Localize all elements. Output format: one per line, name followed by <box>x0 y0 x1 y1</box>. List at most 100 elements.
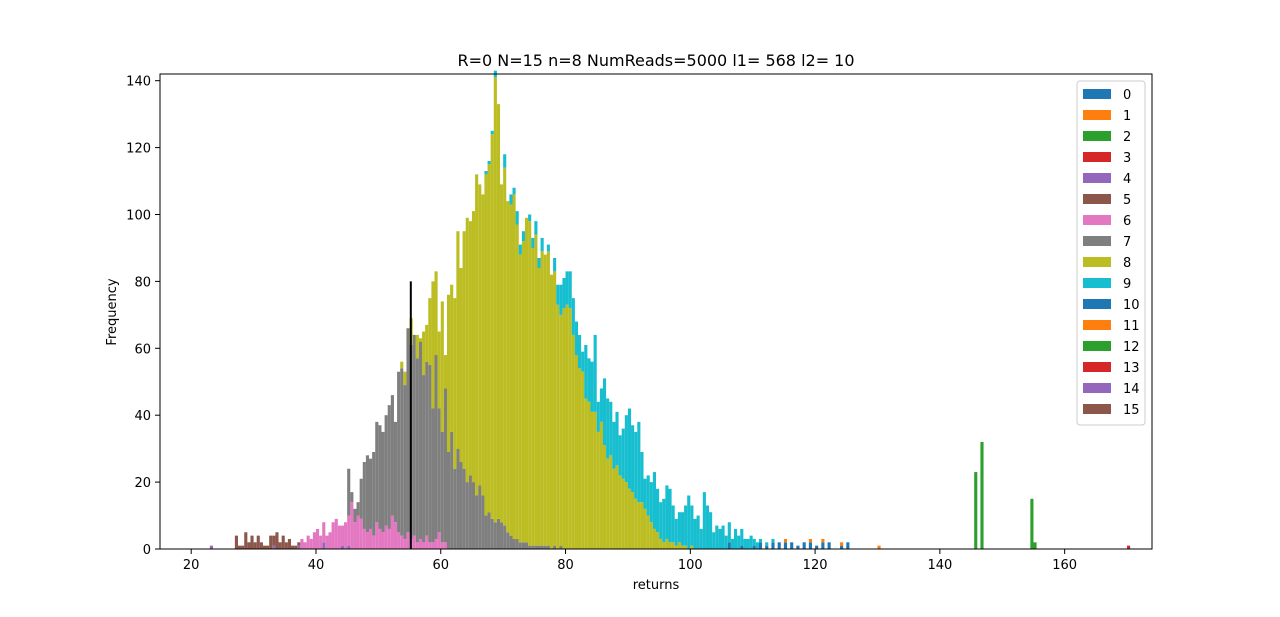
bar-series-1-bin-0 <box>783 538 788 543</box>
bar-series-7-bin-5 <box>362 462 366 529</box>
legend-label-15: 15 <box>1123 403 1140 418</box>
bar-series-9-bin-84 <box>771 538 775 543</box>
bar-series-7-bin-17 <box>400 368 404 536</box>
bar-series-7-bin-35 <box>456 448 460 549</box>
bar-series-6-bin-17 <box>353 522 357 549</box>
bar-series-0-bin-10 <box>802 542 806 549</box>
bar-series-4-bin-4 <box>340 545 345 549</box>
y-tick-label-60: 60 <box>134 342 151 357</box>
legend-label-0: 0 <box>1123 88 1131 103</box>
bar-series-9-bin-76 <box>740 528 744 546</box>
bar-series-9-bin-52 <box>665 485 669 539</box>
bar-series-7-bin-31 <box>443 388 447 543</box>
bar-series-8-bin-78 <box>649 522 653 549</box>
bar-series-1-bin-1 <box>808 538 812 543</box>
bar-series-9-bin-53 <box>668 488 672 543</box>
bar-series-8-bin-21 <box>471 211 476 483</box>
bar-series-7-bin-8 <box>372 451 376 536</box>
bar-series-8-bin-36 <box>518 254 522 543</box>
bar-series-9-bin-4 <box>503 154 507 168</box>
bar-series-9-bin-43 <box>637 421 641 503</box>
bar-series-8-bin-87 <box>677 542 681 549</box>
bar-series-5-bin-5 <box>250 535 254 549</box>
bar-series-8-bin-42 <box>537 268 541 546</box>
bar-series-8-bin-82 <box>662 542 666 549</box>
bar-series-7-bin-59 <box>531 545 535 549</box>
bar-series-5-bin-14 <box>278 542 282 549</box>
bar-series-5-bin-4 <box>247 542 251 549</box>
bar-series-9-bin-24 <box>578 334 582 369</box>
x-axis-label: returns <box>633 578 680 593</box>
bar-series-0-bin-16 <box>846 542 850 549</box>
bar-series-8-bin-20 <box>468 221 472 476</box>
bar-series-6-bin-1 <box>303 542 307 549</box>
bar-series-8-bin-30 <box>500 184 504 523</box>
bar-series-9-bin-60 <box>690 505 694 546</box>
bar-series-2-bin-2 <box>1030 498 1034 549</box>
bar-series-7-bin-33 <box>450 431 454 549</box>
bar-series-0-bin-11 <box>808 542 812 549</box>
bar-series-5-bin-8 <box>259 542 263 549</box>
bar-series-8-bin-76 <box>643 508 647 549</box>
bar-series-1-bin-4 <box>877 545 881 549</box>
bar-series-8-bin-49 <box>559 314 563 546</box>
bar-series-9-bin-41 <box>631 425 635 493</box>
bar-series-7-bin-4 <box>359 478 363 519</box>
bar-series-6-bin-41 <box>428 542 432 549</box>
bar-series-5-bin-1 <box>237 545 242 549</box>
bar-series-8-bin-58 <box>587 401 591 549</box>
bar-series-8-bin-65 <box>609 455 613 549</box>
bar-series-7-bin-62 <box>540 545 544 549</box>
bar-series-8-bin-6 <box>425 324 429 362</box>
bar-series-7-bin-9 <box>375 421 379 523</box>
bar-series-6-bin-25 <box>378 528 382 549</box>
bar-series-7-bin-30 <box>440 431 444 543</box>
bar-series-8-bin-81 <box>659 538 663 549</box>
legend-label-5: 5 <box>1123 193 1131 208</box>
bar-series-9-bin-39 <box>624 415 628 483</box>
bar-series-8-bin-46 <box>549 274 554 549</box>
bar-series-8-bin-8 <box>431 281 435 409</box>
bar-series-8-bin-27 <box>490 134 494 519</box>
bar-series-5-bin-0 <box>234 535 238 549</box>
bar-series-9-bin-44 <box>640 451 644 503</box>
bar-series-7-bin-14 <box>390 395 394 516</box>
bar-series-8-bin-53 <box>571 334 575 549</box>
legend-box <box>1076 80 1146 426</box>
bar-series-9-bin-74 <box>733 528 738 549</box>
bar-series-8-bin-80 <box>656 532 660 549</box>
bar-series-9-bin-2 <box>490 130 494 135</box>
bar-series-9-bin-47 <box>649 482 653 523</box>
bar-series-7-bin-52 <box>509 535 513 549</box>
bar-series-9-bin-70 <box>721 525 725 549</box>
bar-series-9-bin-0 <box>484 171 488 175</box>
bar-series-7-bin-34 <box>453 468 457 549</box>
bar-series-9-bin-23 <box>574 321 579 355</box>
bar-series-9-bin-18 <box>559 284 563 315</box>
legend-swatch-15 <box>1083 404 1111 414</box>
bar-series-5-bin-18 <box>291 545 295 549</box>
bar-series-9-bin-38 <box>621 428 625 479</box>
bar-series-5-bin-16 <box>284 542 288 549</box>
bar-series-0-bin-9 <box>796 545 800 549</box>
bar-series-8-bin-24 <box>481 194 485 496</box>
bar-series-0-bin-8 <box>790 542 794 549</box>
bar-series-6-bin-31 <box>397 532 401 549</box>
bar-series-9-bin-32 <box>602 378 607 446</box>
bar-series-9-bin-40 <box>627 408 632 489</box>
bar-series-7-bin-24 <box>422 375 426 543</box>
bar-series-5-bin-11 <box>269 535 273 549</box>
bar-series-9-bin-58 <box>684 505 688 546</box>
bar-series-8-bin-75 <box>640 502 644 549</box>
bar-series-0-bin-7 <box>783 542 788 549</box>
x-tick-label-140: 140 <box>927 558 952 573</box>
bar-series-9-bin-83 <box>765 542 769 546</box>
bar-series-6-bin-8 <box>325 535 329 549</box>
bar-series-5-bin-2 <box>241 545 245 549</box>
bar-series-7-bin-46 <box>490 518 494 549</box>
bar-series-7-bin-21 <box>412 334 416 536</box>
bar-series-9-bin-7 <box>515 211 519 225</box>
bar-series-7-bin-65 <box>553 545 557 549</box>
